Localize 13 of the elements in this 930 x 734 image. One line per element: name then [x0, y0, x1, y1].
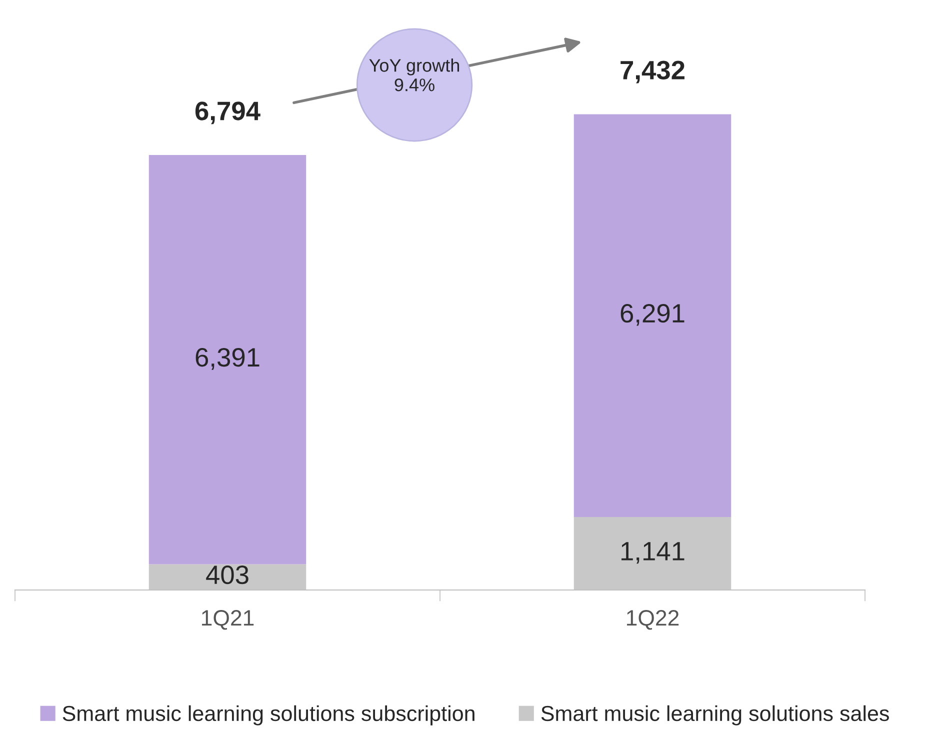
data-label: 403 — [206, 565, 248, 584]
data-label: 6,391 — [196, 348, 260, 370]
legend-label: Smart music learning solutions subscription — [62, 705, 474, 726]
text: YoY growth 9.4% — [369, 58, 460, 92]
bar — [574, 114, 732, 517]
data-label: 1,141 — [621, 542, 684, 564]
data-label: 6,291 — [620, 304, 684, 326]
total-label: 7,432 — [620, 60, 684, 84]
bar — [148, 155, 306, 564]
x-tick-label: 1Q22 — [627, 610, 679, 630]
x-tick-label: 1Q21 — [202, 610, 254, 630]
legend-label: Smart music learning solutions sales — [541, 705, 889, 726]
total-label: 6,794 — [195, 102, 260, 124]
